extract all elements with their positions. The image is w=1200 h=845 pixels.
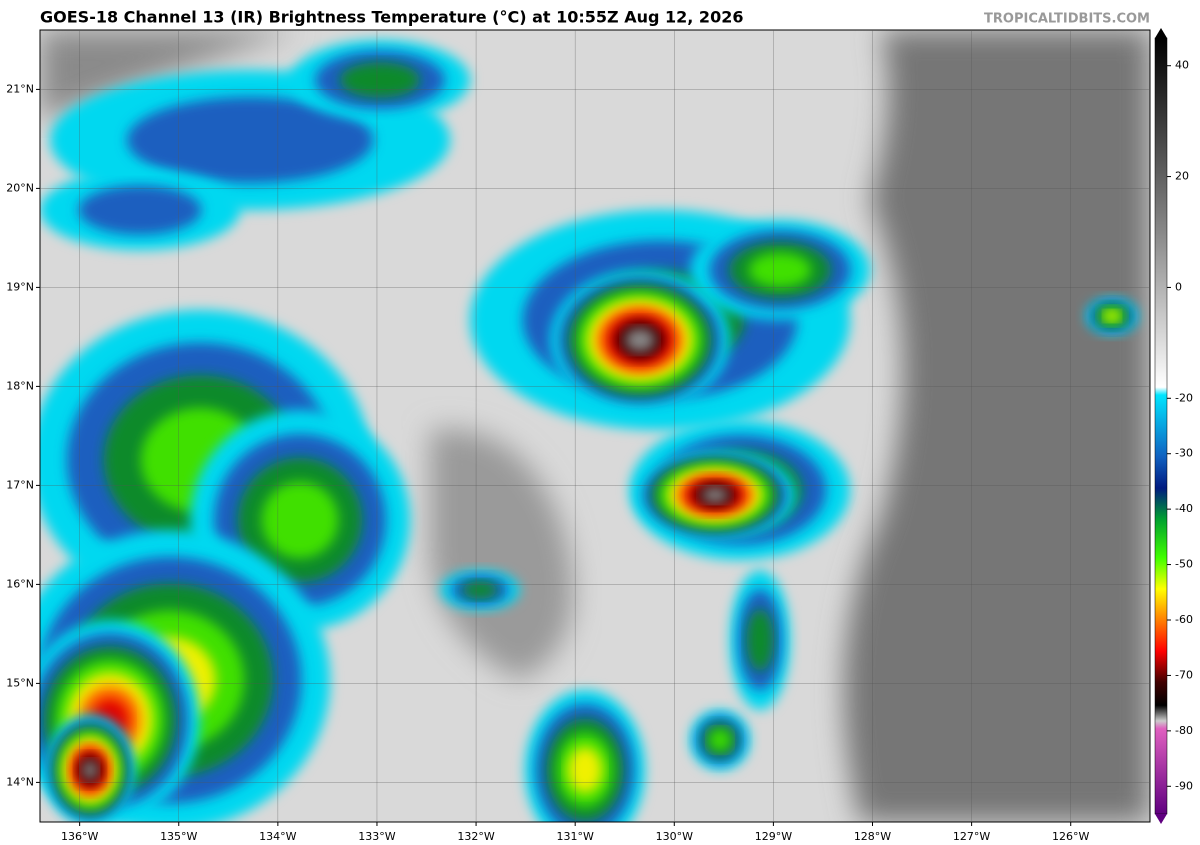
cloud-top [126, 96, 374, 184]
y-tick-label: 20°N [6, 181, 34, 194]
cloud-top [1104, 310, 1120, 322]
y-tick-label: 21°N [6, 82, 34, 95]
colorbar-tick-label: 20 [1175, 170, 1189, 183]
cloud-top [701, 487, 729, 503]
cloud-top [462, 581, 498, 599]
cloud-top [567, 747, 603, 793]
y-tick-label: 17°N [6, 478, 34, 491]
colorbar-tick-label: 40 [1175, 59, 1189, 72]
cloud-top [340, 62, 420, 98]
x-tick-label: 131°W [556, 830, 593, 843]
colorbar-tick-label: -40 [1175, 502, 1193, 515]
x-tick-label: 127°W [953, 830, 990, 843]
map-frame [39, 29, 1151, 823]
colorbar-tick-label: -90 [1175, 779, 1193, 792]
colorbar-tick-label: -70 [1175, 668, 1193, 681]
y-tick-label: 16°N [6, 577, 34, 590]
colorbar-tick-label: 0 [1175, 280, 1182, 293]
x-tick-label: 136°W [61, 830, 98, 843]
x-tick-label: 133°W [358, 830, 395, 843]
title: GOES-18 Channel 13 (IR) Brightness Tempe… [40, 8, 743, 27]
colorbar-extend [1155, 28, 1167, 38]
x-tick-label: 128°W [854, 830, 891, 843]
y-tick-label: 18°N [6, 379, 34, 392]
cloud-top [625, 328, 655, 352]
clear-sky [844, 30, 1150, 822]
cloud-top [748, 252, 812, 288]
colorbar-tick-label: -20 [1175, 391, 1193, 404]
colorbar [1154, 37, 1168, 815]
clear-sky [40, 30, 300, 120]
x-tick-label: 134°W [259, 830, 296, 843]
x-tick-label: 135°W [160, 830, 197, 843]
cloud-top [261, 481, 339, 559]
y-tick-label: 15°N [6, 676, 34, 689]
cloud-top [746, 608, 774, 672]
credit: TROPICALTIDBITS.COM [984, 12, 1150, 27]
colorbar-extend [1155, 814, 1167, 824]
cloud-top [78, 185, 202, 235]
x-tick-label: 130°W [656, 830, 693, 843]
x-tick-label: 129°W [755, 830, 792, 843]
cloud-top [709, 729, 731, 751]
x-tick-label: 126°W [1052, 830, 1089, 843]
clear-sky [430, 429, 574, 680]
colorbar-tick-label: -50 [1175, 558, 1193, 571]
y-tick-label: 19°N [6, 280, 34, 293]
cloud-top [82, 760, 98, 780]
colorbar-tick-label: -30 [1175, 447, 1193, 460]
x-tick-label: 132°W [457, 830, 494, 843]
colorbar-tick-label: -80 [1175, 724, 1193, 737]
colorbar-tick-label: -60 [1175, 613, 1193, 626]
y-tick-label: 14°N [6, 775, 34, 788]
imagery [40, 30, 1150, 822]
